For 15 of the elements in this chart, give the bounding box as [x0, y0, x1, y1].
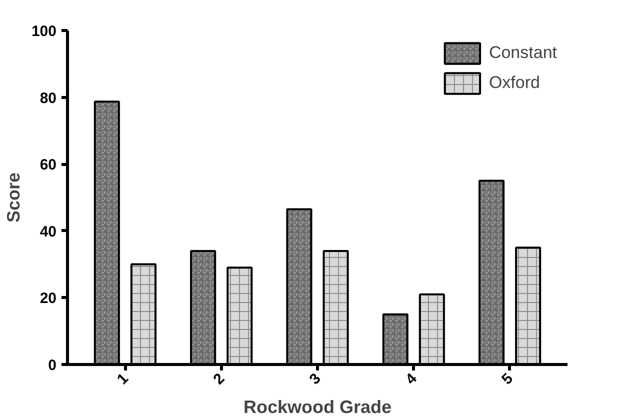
x-tick-label: 1 [114, 370, 132, 388]
y-tick-label: 100 [31, 23, 57, 40]
x-tick-label: 4 [402, 370, 421, 388]
legend-label: Oxford [488, 73, 540, 93]
x-axis-title: Rockwood Grade [243, 397, 392, 418]
y-axis-title: Score [3, 172, 24, 223]
y-tick-label: 60 [40, 156, 57, 174]
y-tick-label: 0 [48, 357, 56, 374]
y-tick-label: 20 [40, 290, 57, 308]
x-tick-label: 5 [498, 370, 517, 388]
y-tick-label: 40 [40, 223, 57, 240]
x-tick-label: 2 [210, 370, 228, 388]
y-tick-label: 80 [40, 90, 57, 107]
x-tick-label: 3 [306, 370, 324, 388]
legend-label: Constant [488, 43, 557, 63]
